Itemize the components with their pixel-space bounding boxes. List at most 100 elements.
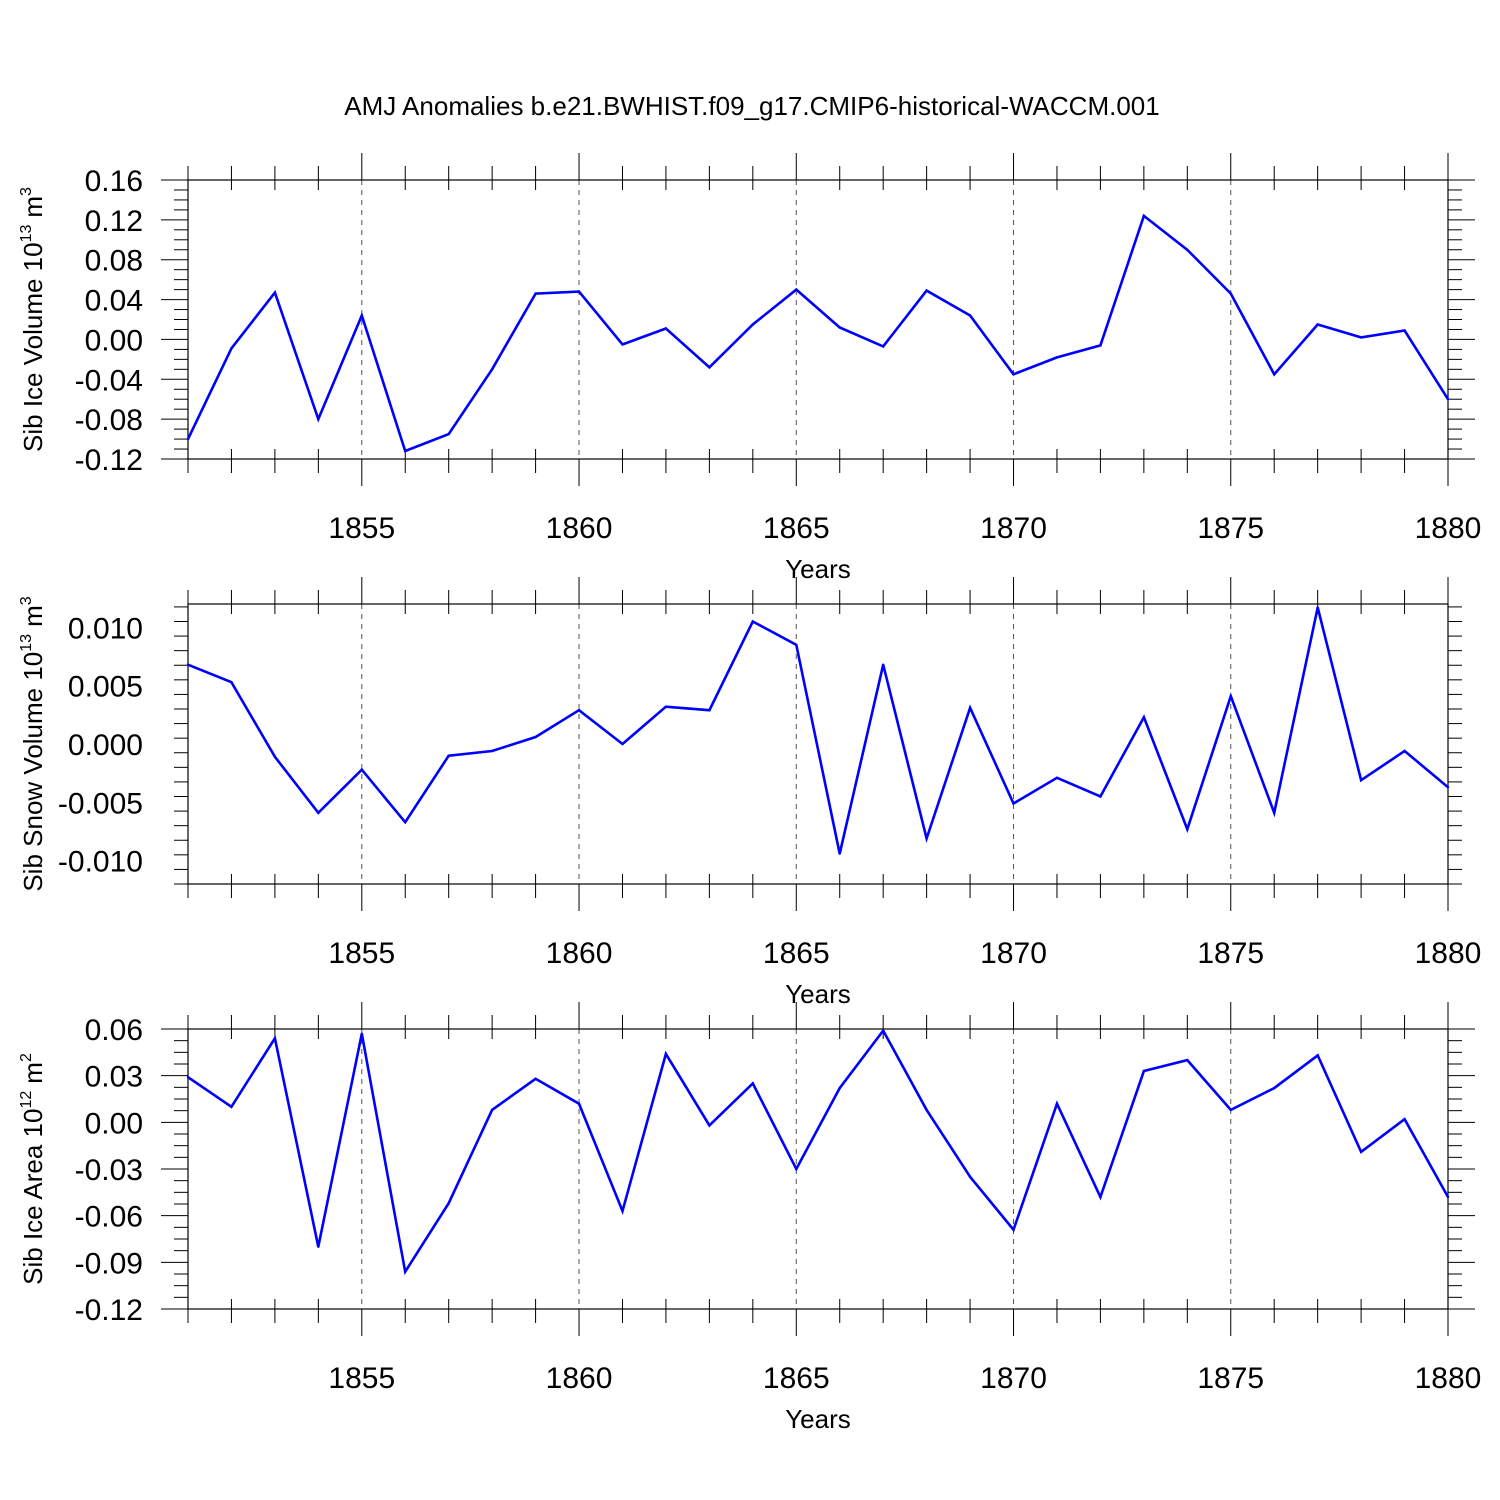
data-point (838, 1086, 841, 1090)
data-point (1055, 776, 1059, 780)
chart-title: AMJ Anomalies b.e21.BWHIST.f09_g17.CMIP6… (344, 91, 1159, 121)
y-tick-label: -0.12 (75, 1294, 143, 1327)
chart-panel-3: 1855 1860 1865 1870 1875 1880 -0.12 -0.09 -0.06 -… (18, 1002, 1481, 1434)
y-tick-label: 0.08 (85, 245, 143, 278)
y-axis-label-unit-exponent: 3 (18, 187, 35, 196)
data-point (534, 292, 537, 295)
y-axis-label-exponent: 12 (18, 1091, 35, 1109)
data-point (577, 708, 581, 712)
y-tick-label: 0.16 (85, 165, 143, 198)
data-point (925, 1108, 928, 1112)
x-tick-label: 1880 (1415, 937, 1482, 970)
data-point (1273, 373, 1276, 376)
data-point (1446, 785, 1450, 789)
y-axis-label-text: Sib Ice Volume 10 (18, 242, 48, 452)
x-tick-label: 1870 (980, 937, 1047, 970)
data-point (1446, 398, 1450, 401)
y-axis-label-unit: m (18, 196, 48, 218)
data-point (273, 291, 277, 294)
data-point (360, 768, 363, 771)
series-line (186, 213, 1450, 453)
y-tick-label: 0.00 (85, 324, 143, 357)
data-point (1142, 715, 1146, 719)
y-tick-label: 0.12 (85, 205, 143, 238)
data-point (881, 1029, 885, 1032)
y-axis-label-exponent: 13 (18, 634, 35, 652)
y-tick-label: -0.09 (75, 1247, 143, 1280)
chart-panels: 1855 1860 1865 1870 1875 1880 -0.12 -0.08 -0.04 0… (18, 153, 1481, 1434)
data-point (577, 290, 581, 293)
data-point (1099, 795, 1102, 798)
data-point (1055, 356, 1059, 359)
data-point (1446, 1195, 1450, 1199)
data-point (230, 1105, 233, 1108)
y-axis-label-unit: m (18, 1062, 48, 1084)
data-point (1012, 1228, 1015, 1231)
data-point (360, 1032, 363, 1035)
data-point (708, 1124, 711, 1127)
data-point (1186, 827, 1189, 831)
data-point (490, 368, 494, 371)
x-tick-label: 1855 (328, 937, 395, 970)
data-point (1012, 802, 1015, 805)
data-point (664, 705, 668, 708)
x-tick-label: 1875 (1197, 937, 1264, 970)
y-tick-label: 0.000 (68, 729, 143, 762)
data-point (273, 1037, 277, 1040)
x-tick-label: 1860 (546, 1362, 613, 1395)
x-axis-label: Years (785, 979, 851, 1009)
data-point (621, 1209, 624, 1213)
y-axis-label-unit: m (18, 605, 48, 627)
y-tick-label: 0.005 (68, 671, 143, 704)
data-point (1099, 344, 1102, 347)
data-point (838, 852, 841, 855)
data-point (1316, 606, 1319, 609)
data-point (795, 288, 798, 291)
data-point (534, 735, 537, 739)
data-point (1359, 778, 1363, 782)
data-point (751, 620, 755, 623)
x-tick-label: 1865 (763, 937, 830, 970)
data-point (664, 1052, 668, 1056)
data-point (751, 1082, 755, 1085)
y-axis-label-text: Sib Ice Area 10 (18, 1109, 48, 1285)
data-point (925, 289, 928, 292)
data-point (621, 742, 624, 746)
data-point (1186, 1058, 1189, 1062)
data-point (1316, 323, 1319, 326)
y-tick-label: -0.04 (75, 364, 143, 397)
y-axis-label-exponent: 13 (18, 225, 35, 243)
data-point (1099, 1195, 1102, 1199)
data-point (404, 449, 407, 453)
y-tick-label: 0.04 (85, 285, 143, 318)
data-point (795, 1167, 798, 1171)
data-point (1316, 1054, 1319, 1057)
x-tick-label: 1865 (763, 1362, 830, 1395)
x-tick-label: 1870 (980, 512, 1047, 545)
data-point (708, 366, 711, 369)
plot-frame (187, 603, 1449, 885)
data-point (1055, 1102, 1059, 1105)
data-point (447, 754, 450, 757)
data-point (1273, 1086, 1276, 1090)
data-point (186, 663, 190, 666)
data-point (1229, 292, 1232, 295)
data-point (317, 1245, 320, 1248)
data-point (1142, 214, 1146, 218)
y-tick-label: -0.08 (75, 404, 143, 437)
data-point (664, 327, 668, 330)
x-axis-label: Years (785, 554, 851, 584)
data-point (1273, 811, 1276, 815)
data-point (404, 820, 407, 824)
data-point (230, 347, 233, 350)
data-point (968, 1175, 972, 1178)
x-tick-label: 1875 (1197, 512, 1264, 545)
chart-panel-2: 1855 1860 1865 1870 1875 1880 -0.010 -0.005 0.00… (18, 577, 1481, 1009)
data-point (1359, 336, 1363, 339)
x-tick-label: 1855 (328, 1362, 395, 1395)
data-point (1142, 1069, 1146, 1073)
y-axis-label: Sib Ice Area 1012 m2 (18, 1053, 48, 1285)
data-point (273, 755, 277, 759)
data-point (1186, 248, 1189, 251)
data-point (186, 1076, 190, 1079)
